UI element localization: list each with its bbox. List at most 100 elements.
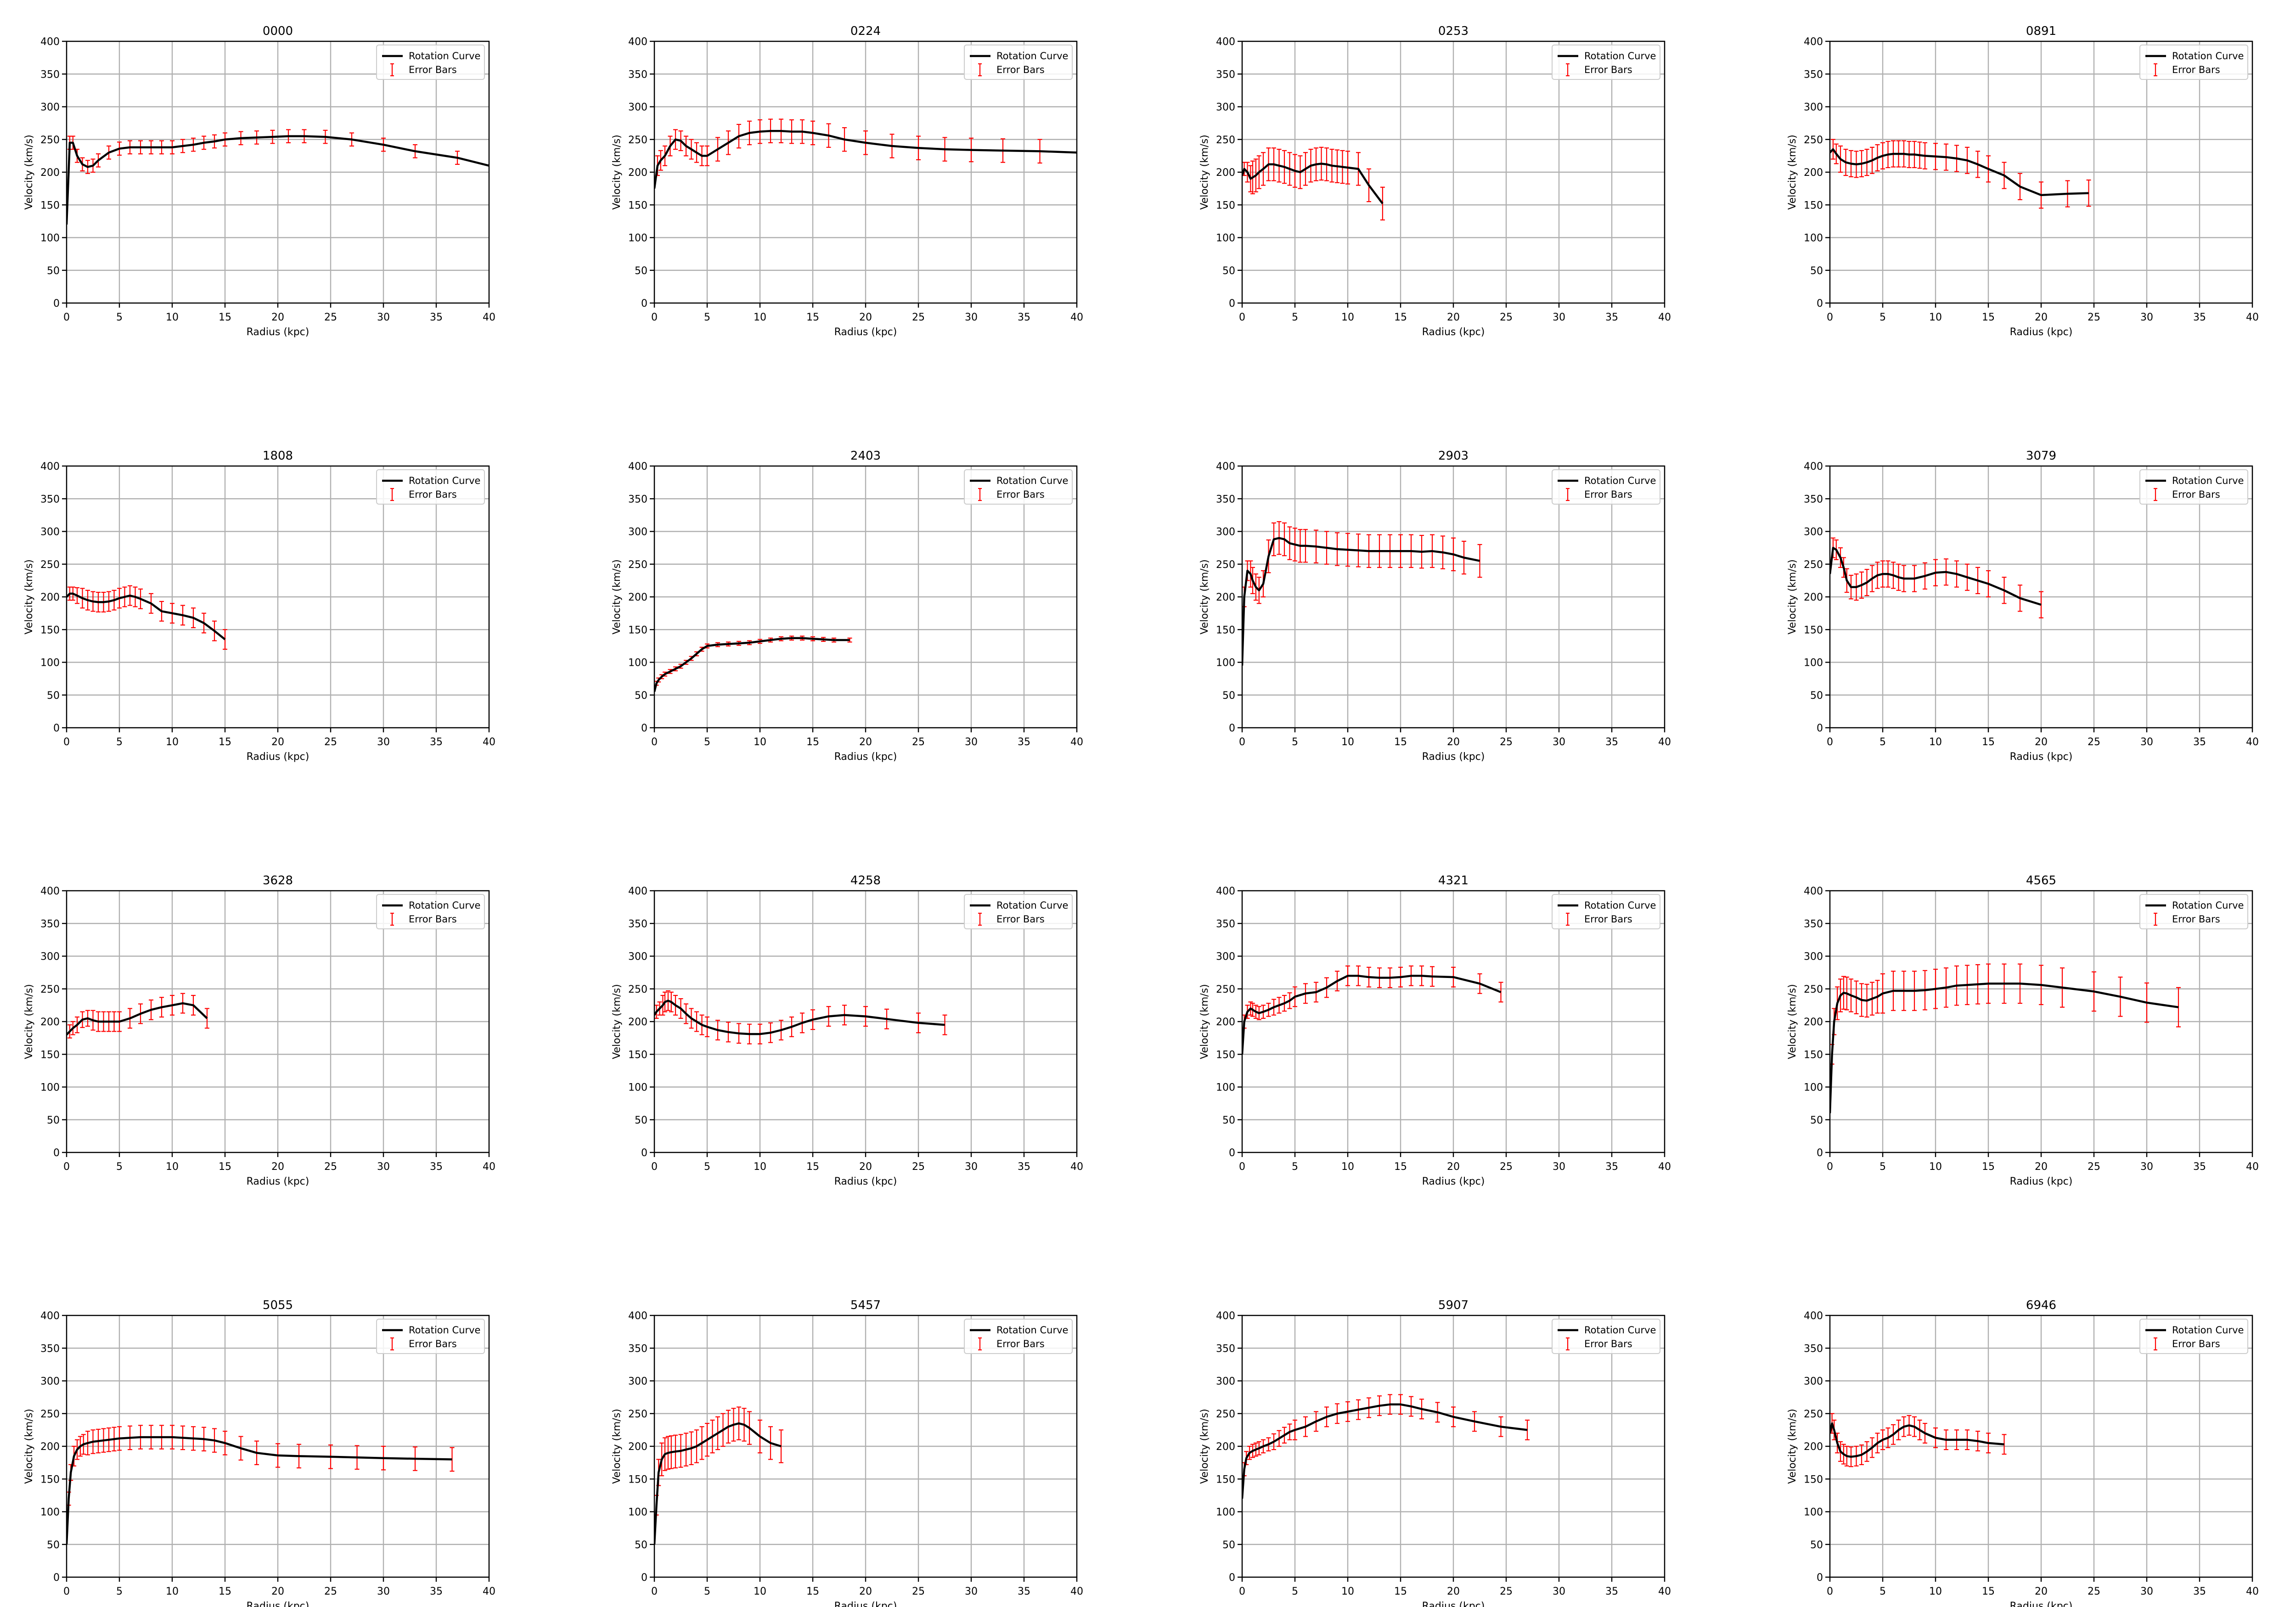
y-tick-label: 150	[1804, 624, 1823, 636]
y-tick-label: 0	[1817, 1147, 1823, 1159]
legend-label-rotation-curve: Rotation Curve	[996, 1325, 1068, 1336]
y-tick-label: 100	[1804, 1082, 1823, 1094]
legend: Rotation Curve Error Bars	[376, 469, 485, 505]
y-tick-label: 400	[1216, 36, 1235, 48]
y-tick-label: 300	[1216, 102, 1235, 113]
y-tick-label: 350	[1216, 918, 1235, 930]
y-tick-label: 100	[1216, 1507, 1235, 1518]
y-tick-label: 300	[628, 527, 647, 538]
grid	[1829, 890, 2253, 1153]
subplot-title: 5457	[850, 1298, 881, 1312]
x-axis-label: Radius (kpc)	[2010, 751, 2073, 763]
x-tick-label: 40	[1070, 1161, 1083, 1173]
legend-box	[376, 45, 485, 80]
y-axis-label: Velocity (km/s)	[1199, 135, 1210, 210]
legend: Rotation Curve Error Bars	[376, 894, 485, 929]
y-tick-label: 150	[40, 624, 60, 636]
x-tick-label: 10	[166, 312, 179, 323]
legend-label-error-bars: Error Bars	[2172, 489, 2220, 500]
x-tick-label: 5	[1292, 736, 1298, 748]
y-tick-label: 150	[1804, 1049, 1823, 1061]
y-tick-label: 400	[1216, 461, 1235, 472]
legend-label-error-bars: Error Bars	[2172, 1338, 2220, 1349]
subplot-title: 5055	[263, 1298, 293, 1312]
y-axis-label: Velocity (km/s)	[1787, 984, 1798, 1059]
x-tick-label: 35	[1605, 736, 1618, 748]
y-tick-label: 0	[53, 1572, 60, 1584]
legend-label-error-bars: Error Bars	[409, 64, 457, 75]
subplot-4258: 0 5 10 15 20 25 30 35 40050100150200250300350400…	[611, 874, 1083, 1187]
x-tick-label: 10	[1341, 312, 1354, 323]
legend-label-error-bars: Error Bars	[409, 1338, 457, 1349]
y-tick-label: 350	[40, 69, 60, 80]
subplot-title: 4258	[850, 874, 881, 888]
subplot-5457: 0 5 10 15 20 25 30 35 40050100150200250300350400…	[611, 1298, 1083, 1607]
y-tick-label: 100	[1216, 233, 1235, 244]
x-tick-label: 25	[2088, 1161, 2100, 1173]
y-tick-label: 250	[628, 559, 647, 571]
legend: Rotation Curve Error Bars	[1552, 45, 1660, 80]
y-tick-label: 100	[40, 1507, 60, 1518]
y-tick-label: 50	[1222, 690, 1235, 702]
y-tick-label: 350	[40, 918, 60, 930]
x-tick-label: 10	[1929, 736, 1942, 748]
x-tick-label: 15	[219, 312, 231, 323]
x-tick-label: 40	[1658, 736, 1671, 748]
rotation-curve-line	[1242, 1403, 1528, 1499]
x-tick-label: 10	[166, 1586, 179, 1597]
y-tick-label: 300	[628, 102, 647, 113]
y-tick-label: 100	[1804, 657, 1823, 669]
x-tick-label: 15	[806, 1161, 819, 1173]
rotation-curve-line	[1830, 983, 2179, 1113]
legend-box	[2139, 894, 2248, 929]
legend-label-rotation-curve: Rotation Curve	[1584, 51, 1656, 62]
legend-label-rotation-curve: Rotation Curve	[2172, 900, 2244, 911]
legend: Rotation Curve Error Bars	[1552, 469, 1660, 505]
x-tick-label: 5	[704, 1161, 710, 1173]
x-axis-label: Radius (kpc)	[1422, 326, 1485, 338]
y-tick-label: 400	[628, 36, 647, 48]
x-tick-label: 25	[912, 736, 925, 748]
x-tick-label: 30	[2140, 736, 2153, 748]
grid	[653, 40, 1078, 304]
x-axis-label: Radius (kpc)	[2010, 1176, 2073, 1187]
y-tick-label: 50	[635, 1540, 647, 1551]
legend-label-rotation-curve: Rotation Curve	[2172, 475, 2244, 486]
x-tick-label: 35	[1605, 1161, 1618, 1173]
y-tick-label: 50	[1222, 265, 1235, 277]
legend: Rotation Curve Error Bars	[2139, 1319, 2248, 1354]
y-tick-label: 200	[628, 167, 647, 179]
y-tick-label: 300	[1216, 951, 1235, 963]
y-tick-label: 100	[1216, 657, 1235, 669]
y-tick-label: 300	[1216, 527, 1235, 538]
y-axis-label: Velocity (km/s)	[23, 135, 35, 210]
y-tick-label: 300	[1216, 1376, 1235, 1388]
x-tick-label: 35	[1018, 1161, 1030, 1173]
y-tick-label: 400	[628, 886, 647, 897]
error-bars	[1242, 965, 1503, 1029]
x-tick-label: 30	[1553, 1586, 1565, 1597]
y-tick-label: 100	[1804, 1507, 1823, 1518]
y-tick-label: 300	[628, 951, 647, 963]
y-tick-label: 150	[40, 1049, 60, 1061]
legend-label-rotation-curve: Rotation Curve	[2172, 1325, 2244, 1336]
y-axis-label: Velocity (km/s)	[611, 1409, 623, 1484]
x-tick-label: 30	[2140, 312, 2153, 323]
x-tick-label: 5	[1880, 312, 1886, 323]
x-tick-label: 15	[806, 312, 819, 323]
y-tick-label: 150	[628, 200, 647, 211]
legend-label-error-bars: Error Bars	[996, 1338, 1045, 1349]
y-tick-label: 100	[628, 1507, 647, 1518]
y-tick-label: 400	[40, 36, 60, 48]
legend: Rotation Curve Error Bars	[1552, 894, 1660, 929]
y-tick-label: 250	[1216, 135, 1235, 146]
y-axis-label: Velocity (km/s)	[611, 984, 623, 1059]
legend-label-rotation-curve: Rotation Curve	[409, 1325, 480, 1336]
y-tick-label: 300	[40, 951, 60, 963]
x-axis-label: Radius (kpc)	[834, 1601, 897, 1607]
y-tick-label: 200	[1216, 1441, 1235, 1453]
grid	[1241, 890, 1666, 1153]
subplot-1808: 0 5 10 15 20 25 30 35 40050100150200250300350400…	[23, 449, 495, 763]
x-tick-label: 20	[2035, 736, 2048, 748]
legend-label-rotation-curve: Rotation Curve	[409, 900, 480, 911]
